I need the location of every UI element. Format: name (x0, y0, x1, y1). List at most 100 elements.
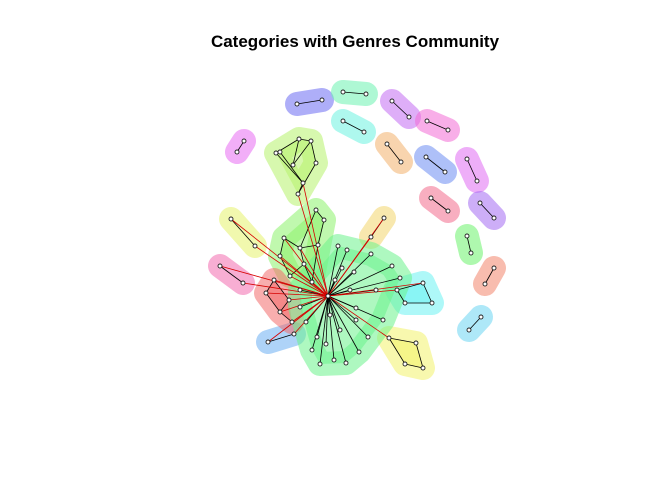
edge-hub-8 (327, 295, 369, 338)
edge-c1-0 (296, 99, 323, 105)
edge-c8-0 (466, 158, 478, 182)
edge-c7-0 (425, 156, 446, 173)
edge-c18-2 (310, 140, 317, 164)
edge-hub-21 (327, 295, 357, 309)
node-c24-7 (380, 317, 386, 323)
node-c13-0 (466, 327, 472, 333)
edge-c23-0 (265, 292, 281, 313)
node-c20-3 (402, 361, 408, 367)
node-c21-1 (291, 331, 297, 337)
node-c24-23 (317, 361, 323, 367)
edge-c20-3 (388, 337, 406, 365)
node-c24-1 (344, 247, 350, 253)
edge-c18-4 (275, 152, 304, 184)
edge-c20-0 (388, 337, 417, 344)
edge-c4-0 (426, 120, 449, 131)
edge-c22-2 (317, 219, 325, 246)
edge-c20-1 (415, 342, 424, 369)
edge-c23-2 (273, 279, 290, 301)
node-c24-0 (325, 293, 331, 299)
edge-c23-3 (265, 279, 275, 294)
node-c23-1 (277, 309, 283, 315)
node-c14-0 (234, 149, 240, 155)
inter-edge-17 (311, 281, 329, 297)
edge-c5-0 (342, 120, 365, 133)
node-c20-2 (420, 365, 426, 371)
node-c21-0 (265, 339, 271, 345)
node-c24-17 (339, 265, 345, 271)
node-c24-22 (337, 327, 343, 333)
node-c22-8 (309, 279, 315, 285)
edge-c19-3 (396, 289, 406, 304)
node-c4-0 (424, 118, 430, 124)
edge-c19-0 (396, 282, 424, 291)
inter-edge-3 (265, 292, 329, 297)
node-c18-0 (273, 150, 279, 156)
edge-c6-0 (386, 143, 402, 163)
node-c22-5 (277, 253, 283, 259)
node-c23-0 (263, 290, 269, 296)
node-c18-4 (300, 180, 306, 186)
node-c24-16 (335, 243, 341, 249)
node-c23-3 (271, 277, 277, 283)
node-c12-0 (482, 281, 488, 287)
inter-edge-9 (327, 295, 390, 339)
edge-c18-8 (279, 151, 304, 184)
edge-hub-12 (325, 295, 329, 345)
node-c24-5 (397, 275, 403, 281)
edge-hub-16 (327, 245, 339, 297)
node-c24-13 (314, 334, 320, 340)
node-c6-0 (384, 141, 390, 147)
edge-hub-3 (327, 271, 355, 297)
node-c5-1 (361, 129, 367, 135)
edge-c22-4 (279, 237, 285, 257)
node-c24-15 (297, 304, 303, 310)
node-c11-1 (468, 250, 474, 256)
node-c22-7 (301, 261, 307, 267)
node-c16-1 (240, 280, 246, 286)
node-c24-26 (353, 317, 359, 323)
inter-edge-12 (302, 182, 329, 297)
edge-hub-24 (311, 295, 329, 351)
node-c24-24 (309, 347, 315, 353)
inter-edge-22 (254, 245, 329, 297)
node-c10-0 (477, 200, 483, 206)
edge-hub-10 (327, 295, 347, 364)
node-c5-0 (340, 118, 346, 124)
edge-c16-0 (219, 265, 244, 284)
node-c23-4 (289, 319, 295, 325)
edge-c22-1 (299, 244, 319, 249)
node-c24-14 (303, 319, 309, 325)
node-c24-12 (323, 341, 329, 347)
node-c22-6 (287, 273, 293, 279)
node-c2-1 (363, 91, 369, 97)
graph-nodes (217, 89, 497, 371)
node-c11-0 (464, 233, 470, 239)
inter-edge-18 (303, 263, 329, 297)
inter-edge-8 (327, 289, 398, 297)
edge-c18-3 (297, 162, 317, 195)
node-c24-9 (356, 349, 362, 355)
node-c6-1 (398, 159, 404, 165)
edge-c3-0 (391, 100, 410, 118)
node-c18-1 (296, 136, 302, 142)
node-c1-1 (319, 97, 325, 103)
node-c19-1 (420, 280, 426, 286)
node-c3-1 (406, 114, 412, 120)
node-c9-1 (445, 208, 451, 214)
edge-c20-2 (404, 363, 424, 369)
inter-edge-2 (242, 282, 329, 297)
edge-hub-4 (327, 265, 393, 297)
node-c24-18 (332, 277, 338, 283)
node-c18-2 (308, 138, 314, 144)
inter-edge-19 (299, 247, 329, 297)
node-c18-5 (295, 191, 301, 197)
node-c22-1 (297, 245, 303, 251)
inter-edge-13 (297, 193, 329, 297)
edge-c15-0 (230, 218, 256, 247)
node-c24-10 (343, 360, 349, 366)
node-c22-0 (281, 235, 287, 241)
edge-c21-0 (267, 333, 295, 343)
edge-hub-19 (327, 289, 351, 297)
